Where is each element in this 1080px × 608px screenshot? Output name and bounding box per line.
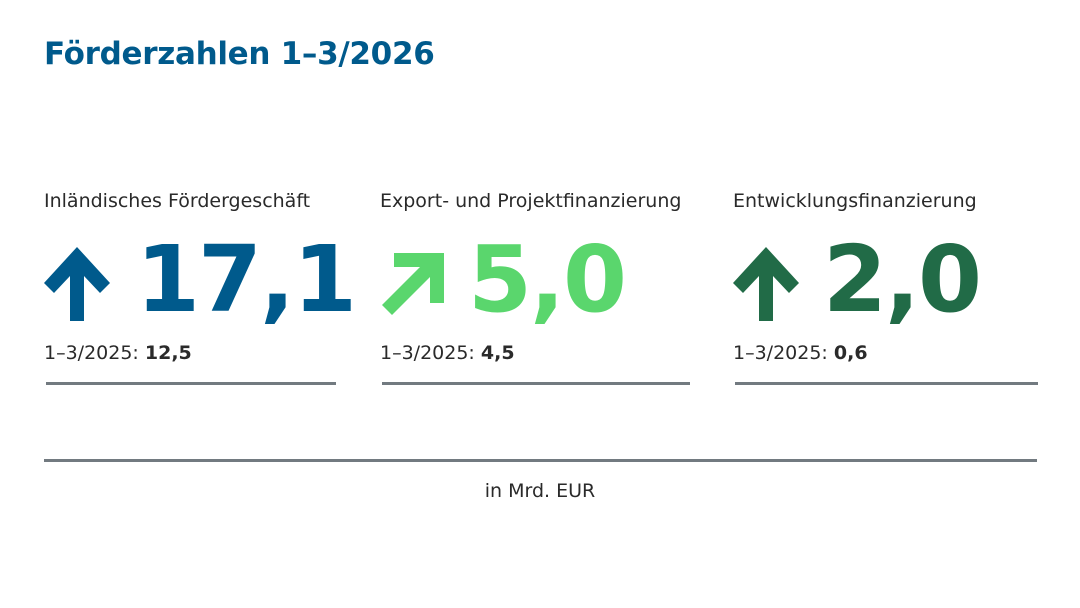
kpi-previous-label: 1–3/2025: [44,342,139,364]
kpi-development: Entwicklungsfinanzierung 2,0 1–3/2025: 0… [733,190,1038,390]
main-divider [44,459,1037,462]
kpi-domestic: Inländisches Fördergeschäft 17,1 1–3/202… [44,190,357,390]
kpi-value: 5,0 [468,226,627,333]
kpi-previous-label: 1–3/2025: [380,342,475,364]
page-title: Förderzahlen 1–3/2026 [44,36,435,72]
kpi-previous-value: 12,5 [144,342,192,364]
arrow-up-right-icon [382,253,444,315]
unit-label: in Mrd. EUR [484,480,596,502]
kpi-label: Export- und Projektfinanzierung [380,190,682,212]
kpi-value: 17,1 [136,226,357,333]
kpi-divider [735,382,1038,385]
kpi-divider [46,382,336,385]
kpi-label: Inländisches Fördergeschäft [44,190,311,212]
arrow-shape [382,253,444,315]
kpi-previous: 1–3/2025: 0,6 [733,342,868,364]
kpi-divider [382,382,690,385]
kpi-previous-label: 1–3/2025: [733,342,828,364]
kpi-previous: 1–3/2025: 4,5 [380,342,515,364]
arrow-up-icon [733,247,799,321]
arrow-shape [733,247,799,321]
kpi-export: Export- und Projektfinanzierung 5,0 1–3/… [380,190,690,390]
arrow-up-icon [44,247,110,321]
kpi-previous: 1–3/2025: 12,5 [44,342,192,364]
kpi-value: 2,0 [823,226,982,333]
kpi-previous-value: 4,5 [480,342,515,364]
arrow-shape [44,247,110,321]
kpi-previous-value: 0,6 [833,342,868,364]
kpi-label: Entwicklungsfinanzierung [733,190,977,212]
